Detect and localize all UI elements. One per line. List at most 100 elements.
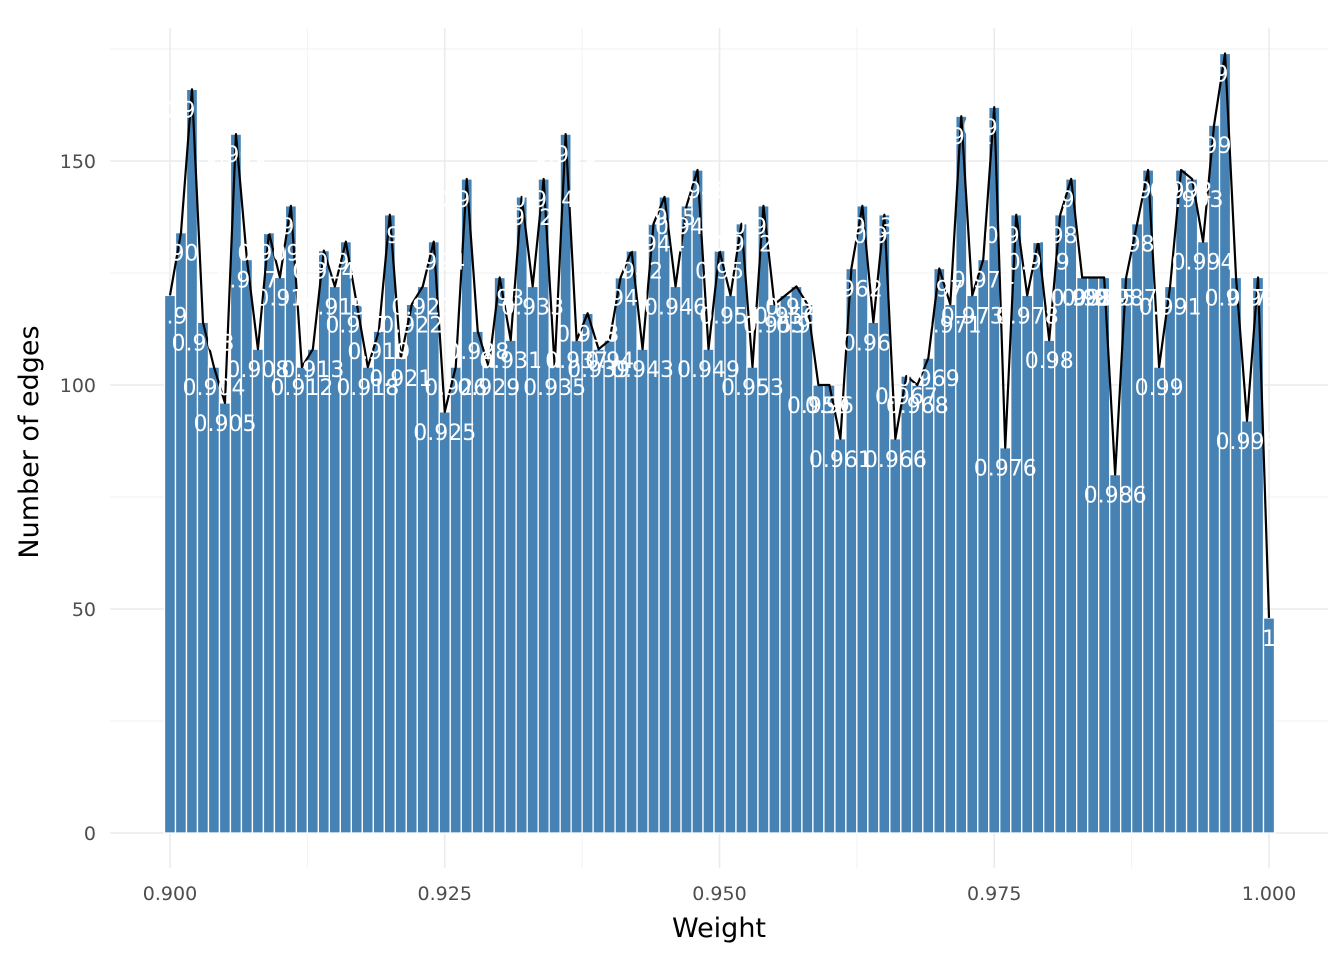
bar-label: 0.908 — [226, 358, 289, 383]
bar-label: 0.98 — [1025, 349, 1074, 374]
y-tick-label: 50 — [72, 599, 96, 621]
bar-label: 0.981 — [1029, 224, 1092, 249]
x-tick-label: 0.925 — [418, 883, 472, 905]
bar — [185, 88, 199, 834]
y-tick-label: 100 — [60, 375, 96, 397]
bar-label: 0.943 — [611, 358, 674, 383]
bar — [658, 196, 671, 834]
bar-label: 0.975 — [963, 116, 1026, 141]
bar-label: 0.903 — [171, 331, 234, 356]
bar — [438, 411, 451, 834]
bar — [801, 303, 814, 834]
bar-label: 0.91 — [255, 286, 304, 311]
bar-label: 0.978 — [996, 304, 1059, 329]
bar-label: 0.972 — [930, 125, 993, 150]
bar — [1065, 178, 1078, 834]
bar-label: 0.925 — [413, 421, 476, 446]
bar-label: 0.901 — [149, 242, 212, 267]
bar — [636, 348, 649, 834]
bar-label: 0.994 — [1172, 251, 1235, 276]
bar — [1043, 339, 1056, 834]
bar-label: 0.935 — [523, 376, 586, 401]
bar-label: 0.912 — [270, 376, 333, 401]
bar-label: 0.982 — [1040, 188, 1103, 213]
bar — [537, 178, 550, 834]
bar-label: 0.988 — [1106, 233, 1169, 258]
bar — [1229, 276, 1243, 834]
bar-label: 1 — [1262, 627, 1276, 652]
bar — [1207, 124, 1221, 834]
bar — [592, 348, 605, 834]
bar-label: 0.916 — [314, 251, 377, 276]
bar-label: 0.941 — [589, 286, 652, 311]
bar — [955, 115, 968, 834]
x-axis-ticks: 0.900 0.925 0.950 0.975 1.000 — [143, 883, 1296, 905]
bar-label: 0.974 — [952, 269, 1015, 294]
bar-label: 0.953 — [721, 376, 784, 401]
bar-label: 0.918 — [336, 376, 399, 401]
x-tick-label: 1.000 — [1242, 883, 1296, 905]
bar-label: 0.907 — [215, 269, 278, 294]
bar-label: 0.95 — [695, 260, 744, 285]
bar-label: 0.996 — [1194, 62, 1257, 87]
bar — [570, 339, 583, 834]
bar-label: 0.914 — [292, 260, 355, 285]
bar-label: 0.9 — [153, 304, 188, 329]
bar — [999, 447, 1012, 834]
bar-label: 0.959 — [787, 394, 850, 419]
bar-label: 0.963 — [831, 215, 894, 240]
bar — [713, 249, 726, 834]
bar-label: 0.968 — [886, 394, 949, 419]
bar-label: 0.958 — [776, 313, 839, 338]
x-tick-label: 0.975 — [967, 883, 1021, 905]
bar-label: 0.913 — [281, 358, 344, 383]
bar-label: 0.922 — [380, 313, 443, 338]
bar-label: 0.909 — [237, 242, 300, 267]
bar-label: 0.928 — [446, 340, 509, 365]
bar-label: 0.94 — [585, 349, 634, 374]
bar-label: 0.906 — [204, 143, 267, 168]
trend-line — [168, 52, 1271, 618]
bar — [1021, 294, 1034, 834]
bar-label: 0.942 — [600, 260, 663, 285]
y-axis-ticks: 0 50 100 150 — [60, 151, 96, 845]
bar — [482, 366, 495, 834]
bar-label: 0.967 — [875, 385, 938, 410]
bar — [603, 339, 616, 834]
x-tick-label: 0.950 — [692, 883, 746, 905]
bar — [1240, 420, 1254, 834]
bar — [922, 357, 935, 834]
x-tick-label: 0.900 — [143, 883, 197, 905]
bar-label: 0.999 — [1227, 286, 1290, 311]
y-tick-label: 0 — [84, 823, 96, 845]
bar — [1196, 240, 1210, 834]
bar-label: 0.923 — [391, 295, 454, 320]
bar-label: 0.947 — [655, 215, 718, 240]
bar-label: 0.971 — [919, 313, 982, 338]
bar — [240, 258, 254, 834]
bar — [262, 232, 276, 834]
bar — [361, 366, 374, 834]
bar-label: 0.924 — [402, 251, 465, 276]
bar-label: 0.915 — [303, 295, 366, 320]
bar-label: 0.952 — [710, 233, 773, 258]
bar-label: 0.944 — [622, 233, 685, 258]
bar-label: 0.902 — [160, 98, 223, 123]
bar-label: 0.926 — [424, 376, 487, 401]
bar — [889, 438, 902, 834]
bar — [1076, 276, 1089, 834]
bar — [372, 330, 385, 834]
bar-label: 0.954 — [732, 215, 795, 240]
y-tick-label: 150 — [60, 151, 96, 173]
trend-line-layer — [168, 52, 1271, 618]
bar-label: 0.964 — [842, 331, 905, 356]
bar — [471, 330, 484, 834]
bar — [504, 339, 517, 834]
bar — [746, 366, 759, 834]
bar-label: 0.932 — [490, 206, 553, 231]
bar-label: 0.92 — [365, 224, 414, 249]
bar-label: 0.927 — [435, 188, 498, 213]
bar-label: 0.998 — [1216, 430, 1279, 455]
bar — [834, 438, 847, 834]
